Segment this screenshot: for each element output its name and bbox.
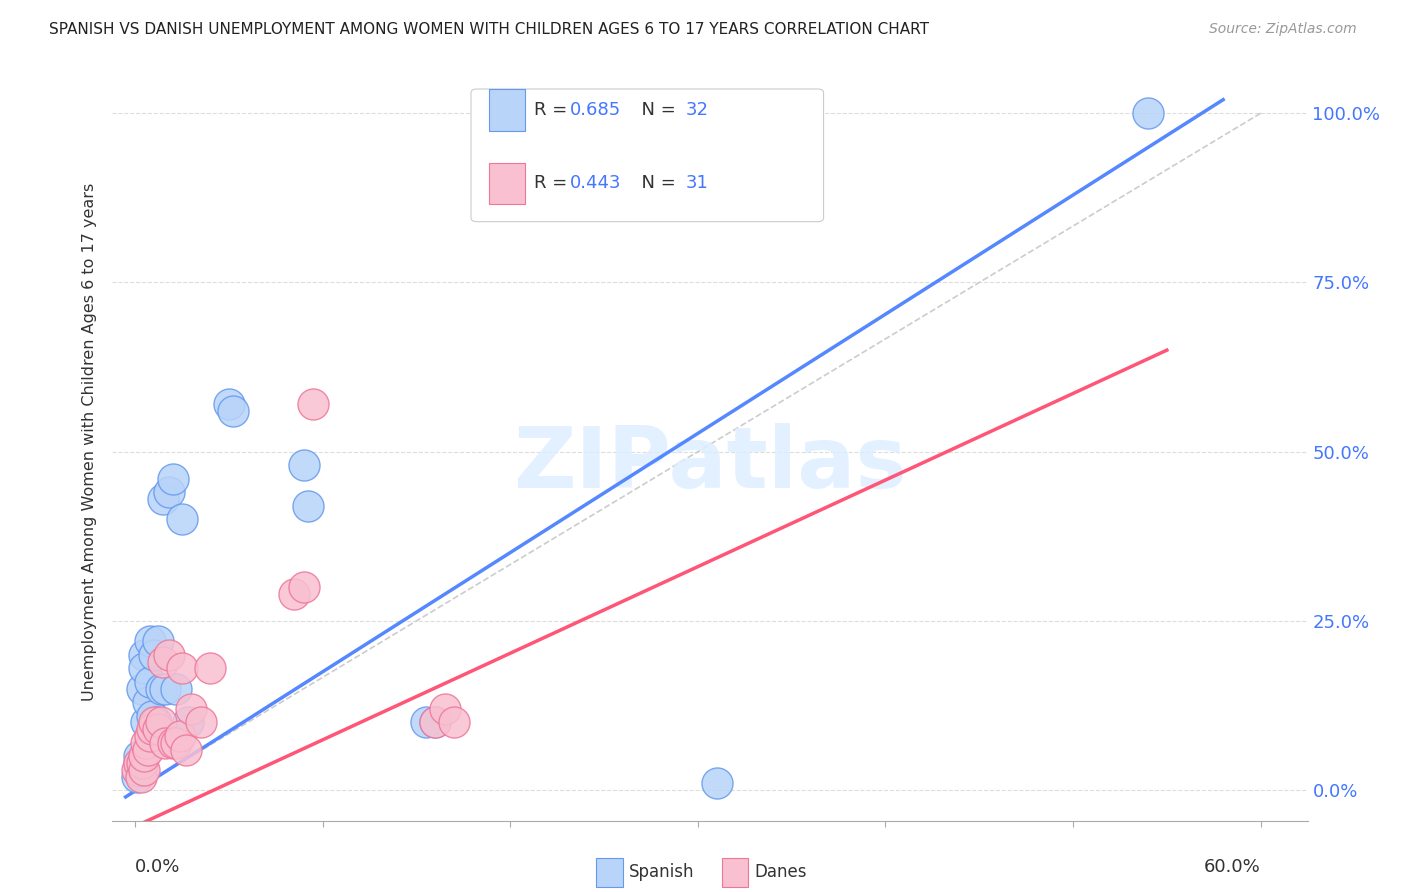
Point (139, 634, 162, 648)
Point (131, 681, 153, 696)
Point (128, 749, 150, 764)
Point (433, 702, 456, 716)
Point (131, 756, 153, 770)
Point (169, 729, 191, 743)
Text: N =: N = (630, 101, 682, 119)
Text: 32: 32 (686, 101, 709, 119)
Point (297, 499, 319, 513)
Text: SPANISH VS DANISH UNEMPLOYMENT AMONG WOMEN WITH CHILDREN AGES 6 TO 17 YEARS CORR: SPANISH VS DANISH UNEMPLOYMENT AMONG WOM… (49, 22, 929, 37)
Point (135, 736, 157, 750)
Point (190, 715, 212, 730)
Point (150, 715, 173, 730)
Point (157, 485, 180, 500)
Point (153, 736, 176, 750)
Point (162, 736, 184, 750)
Point (165, 736, 187, 750)
Point (425, 715, 447, 730)
Point (136, 742, 159, 756)
Point (1137, 106, 1160, 120)
Point (136, 695, 159, 709)
FancyBboxPatch shape (489, 162, 524, 204)
Text: Danes: Danes (754, 863, 807, 881)
Point (146, 723, 169, 737)
Point (153, 681, 176, 696)
Point (131, 756, 153, 770)
Point (724, 106, 747, 120)
Point (134, 648, 156, 662)
Point (170, 512, 193, 526)
Point (150, 681, 173, 696)
Point (142, 648, 165, 662)
Point (292, 580, 315, 594)
Point (128, 756, 150, 770)
Text: ZIPatlas: ZIPatlas (513, 423, 907, 506)
Point (283, 587, 305, 601)
Point (180, 702, 202, 716)
Point (221, 404, 243, 418)
Text: Spanish: Spanish (628, 863, 695, 881)
Text: 31: 31 (686, 174, 709, 193)
Point (129, 763, 152, 777)
Point (125, 763, 148, 777)
Point (134, 763, 156, 777)
Point (176, 715, 198, 730)
Point (145, 715, 167, 730)
Point (139, 674, 162, 689)
Text: 0.443: 0.443 (571, 174, 621, 193)
Point (139, 729, 162, 743)
Text: N =: N = (630, 174, 682, 193)
Point (141, 723, 163, 737)
Text: 0.0%: 0.0% (135, 858, 180, 876)
FancyBboxPatch shape (489, 89, 524, 130)
Point (141, 708, 163, 723)
Point (157, 648, 180, 662)
Text: 60.0%: 60.0% (1204, 858, 1261, 876)
FancyBboxPatch shape (596, 858, 623, 887)
Point (142, 715, 165, 730)
Point (425, 715, 447, 730)
Point (706, 776, 728, 790)
Point (162, 472, 184, 486)
FancyBboxPatch shape (723, 858, 748, 887)
Point (152, 492, 174, 507)
Point (174, 742, 197, 756)
Point (134, 749, 156, 764)
Point (165, 681, 187, 696)
Point (128, 756, 150, 770)
Point (129, 770, 152, 784)
Point (146, 634, 169, 648)
FancyBboxPatch shape (471, 89, 824, 221)
Point (415, 715, 437, 730)
Point (125, 770, 148, 784)
Text: R =: R = (534, 101, 574, 119)
Point (302, 397, 325, 411)
Point (218, 397, 240, 411)
Text: Source: ZipAtlas.com: Source: ZipAtlas.com (1209, 22, 1357, 37)
Point (152, 655, 174, 669)
Y-axis label: Unemployment Among Women with Children Ages 6 to 17 years: Unemployment Among Women with Children A… (82, 183, 97, 700)
Point (443, 715, 465, 730)
Text: 0.685: 0.685 (571, 101, 621, 119)
Text: R =: R = (534, 174, 574, 193)
Point (135, 715, 157, 730)
Point (292, 458, 315, 473)
Point (198, 661, 221, 675)
Point (170, 661, 193, 675)
Point (134, 661, 156, 675)
